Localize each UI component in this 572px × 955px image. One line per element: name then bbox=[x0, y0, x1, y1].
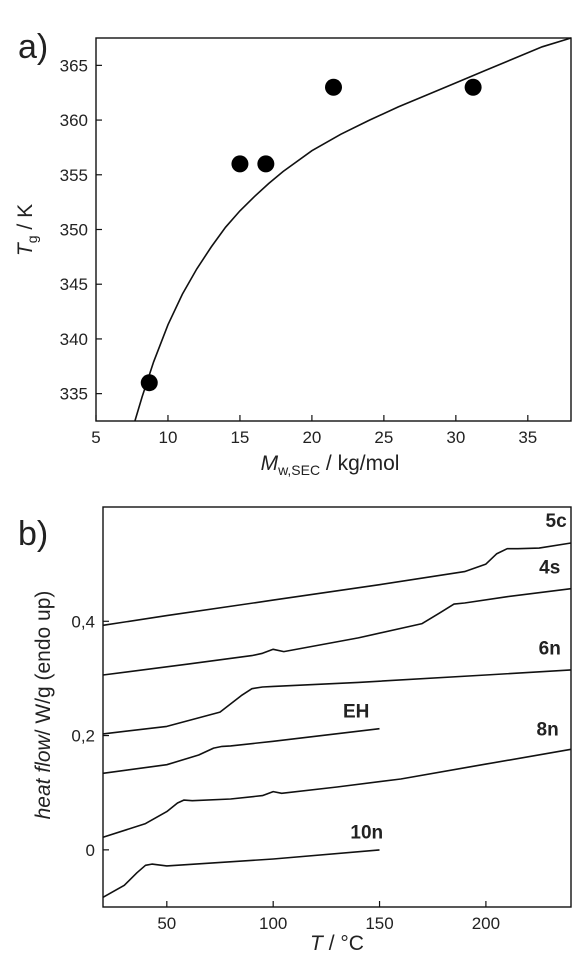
curve-label-EH: EH bbox=[343, 701, 369, 722]
curve-8n bbox=[102, 748, 572, 839]
x-tick-label-a: 30 bbox=[446, 428, 465, 447]
y-tick-label-a: 355 bbox=[60, 166, 88, 185]
data-point bbox=[231, 155, 249, 173]
x-ticks-b: 50 100 150 200 bbox=[157, 901, 500, 933]
y-tick-label-a: 335 bbox=[60, 385, 88, 404]
x-axis-label-a: Mw,SEC / kg/mol bbox=[261, 452, 400, 478]
curve-5c bbox=[102, 542, 572, 627]
x-tick-label-a: 20 bbox=[302, 428, 321, 447]
curve-label-8n: 8n bbox=[537, 720, 559, 741]
curve-label-5c: 5c bbox=[546, 511, 568, 532]
data-point bbox=[464, 78, 482, 96]
y-ticks-b: 0 0,2 0,4 bbox=[71, 612, 109, 860]
y-tick-label-a: 350 bbox=[60, 221, 88, 240]
x-tick-label-b: 100 bbox=[259, 914, 287, 933]
x-tick-label-b: 50 bbox=[157, 914, 176, 933]
curve-label-4s: 4s bbox=[539, 557, 560, 578]
panel-b: b) 50 100 150 200 0 0,2 0,4 5c 4s 6n EH 8n 10n T /… bbox=[18, 506, 572, 955]
fit-curve bbox=[134, 37, 572, 422]
data-points bbox=[140, 78, 482, 392]
x-tick-label-a: 15 bbox=[230, 428, 249, 447]
data-point bbox=[325, 78, 342, 96]
data-point bbox=[140, 374, 158, 392]
y-tick-label-b: 0,2 bbox=[71, 727, 95, 746]
panel-a: a) 5 10 15 20 25 30 35 335 340 345 350 355 360 365 M… bbox=[14, 28, 572, 478]
curve-4s bbox=[102, 587, 572, 676]
y-tick-label-a: 365 bbox=[60, 56, 88, 75]
x-tick-label-a: 25 bbox=[374, 428, 393, 447]
curve-10n bbox=[102, 849, 380, 898]
curve-EH bbox=[102, 727, 380, 775]
x-tick-label-a: 10 bbox=[159, 428, 178, 447]
x-axis-label-b: T / °C bbox=[310, 932, 364, 955]
x-tick-label-b: 150 bbox=[365, 914, 393, 933]
curve-6n bbox=[102, 669, 572, 735]
x-tick-label-a: 5 bbox=[91, 428, 100, 447]
y-tick-label-b: 0 bbox=[86, 841, 95, 860]
y-tick-label-a: 345 bbox=[60, 275, 88, 294]
x-ticks-a: 5 10 15 20 25 30 35 bbox=[91, 415, 537, 447]
panel-label-b: b) bbox=[18, 515, 48, 553]
curve-label-10n: 10n bbox=[350, 822, 383, 843]
y-ticks-a: 335 340 345 350 355 360 365 bbox=[60, 56, 102, 404]
data-point bbox=[257, 155, 275, 173]
y-axis-label-b: heat flow/ W/g (endo up) bbox=[32, 591, 55, 820]
y-tick-label-a: 360 bbox=[60, 111, 88, 130]
y-axis-label-a: Tg / K bbox=[14, 204, 40, 256]
panel-label-a: a) bbox=[18, 28, 48, 66]
x-tick-label-b: 200 bbox=[472, 914, 500, 933]
dsc-curves: 5c 4s 6n EH 8n 10n bbox=[102, 511, 572, 898]
x-tick-label-a: 35 bbox=[518, 428, 537, 447]
plot-frame-b bbox=[102, 506, 572, 908]
y-tick-label-a: 340 bbox=[60, 330, 88, 349]
y-tick-label-b: 0,4 bbox=[71, 612, 95, 631]
curve-label-6n: 6n bbox=[539, 638, 561, 659]
